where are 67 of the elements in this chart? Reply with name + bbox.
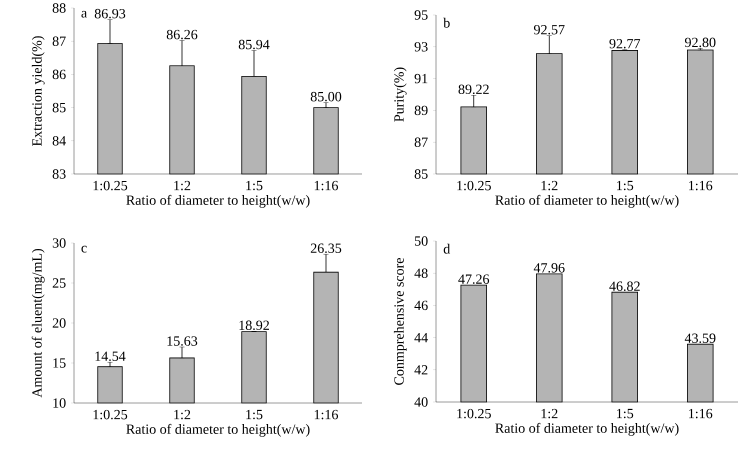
y-tick-label: 93	[414, 42, 428, 52]
data-label: 43.59	[684, 334, 716, 344]
y-tick-label: 30	[52, 238, 66, 248]
data-label: 18.92	[239, 320, 269, 330]
x-tick-label: 1:0.25	[457, 408, 491, 418]
y-tick-label: 15	[53, 358, 66, 368]
y-tick-label: 89	[414, 106, 428, 116]
x-tick-label: 1:2	[174, 410, 190, 420]
x-tick-label: 1:5	[617, 408, 634, 418]
x-tick-label: 1:16	[314, 410, 338, 420]
y-tick-label: 84	[52, 136, 66, 146]
x-axis-title: Ratio of diameter to height(w/w)	[495, 194, 679, 208]
x-tick-label: 1:0.25	[457, 180, 491, 190]
y-tick-label: 86	[52, 70, 66, 80]
y-tick-label: 50	[414, 236, 428, 246]
y-axis-title: Purity(%)	[394, 68, 407, 122]
x-axis-title: Ratio of diameter to height(w/w)	[126, 194, 310, 208]
annotation: a	[81, 10, 87, 18]
data-label: 92.80	[684, 38, 716, 48]
y-tick-label: 42	[414, 365, 428, 374]
data-label: 89.22	[458, 84, 489, 94]
y-tick-label: 87	[414, 137, 428, 147]
y-axis-title: Extraction yield(%)	[32, 36, 45, 146]
y-tick-label: 40	[414, 397, 428, 407]
x-tick-label: 1:16	[314, 180, 338, 190]
x-axis-title: Ratio of diameter to height(w/w)	[495, 422, 679, 436]
data-label: 26.35	[310, 244, 342, 254]
y-tick-label: 85	[414, 169, 428, 179]
y-tick-label: 25	[52, 278, 66, 288]
annotation: c	[81, 246, 87, 253]
annotation: b	[443, 18, 450, 28]
y-tick-label: 10	[53, 398, 66, 408]
data-label: 86.93	[94, 8, 126, 18]
x-tick-label: 1:0.25	[94, 410, 128, 420]
y-tick-label: 95	[414, 10, 428, 20]
x-tick-label: 1:16	[689, 180, 712, 190]
y-tick-label: 44	[414, 332, 428, 342]
x-axis-title: Ratio of diameter to height(w/w)	[126, 424, 310, 437]
x-tick-label: 1:0.25	[94, 180, 128, 190]
x-tick-label: 1:5	[246, 410, 262, 420]
y-tick-label: 83	[52, 169, 66, 179]
data-label: 14.54	[95, 352, 126, 362]
data-label: 85.00	[310, 92, 342, 102]
y-tick-label: 46	[414, 300, 428, 310]
data-label: 86.26	[166, 30, 198, 40]
data-label: 47.26	[458, 274, 490, 284]
data-label: 47.96	[534, 263, 565, 273]
x-tick-label: 1:2	[542, 180, 558, 190]
x-tick-label: 1:16	[689, 408, 712, 418]
data-label: 92.57	[534, 25, 565, 34]
y-tick-label: 48	[414, 268, 428, 278]
y-axis-title: Amount of eluent(mg/mL)	[32, 248, 45, 398]
annotation: d	[444, 244, 450, 254]
x-tick-label: 1:5	[617, 180, 634, 190]
x-tick-label: 1:2	[542, 408, 558, 418]
y-tick-label: 87	[52, 36, 66, 46]
y-axis-title: Conmprehensive score	[394, 258, 407, 385]
y-tick-label: 85	[52, 102, 66, 112]
y-tick-label: 91	[414, 74, 428, 84]
data-label: 15.63	[167, 336, 198, 346]
y-tick-label: 20	[52, 318, 66, 328]
data-label: 46.82	[609, 281, 640, 292]
data-label: 92.77	[609, 38, 640, 48]
x-tick-label: 1:2	[174, 180, 190, 190]
x-tick-label: 1:5	[246, 180, 262, 190]
y-tick-label: 88	[52, 3, 66, 13]
data-label: 85.94	[238, 40, 270, 50]
